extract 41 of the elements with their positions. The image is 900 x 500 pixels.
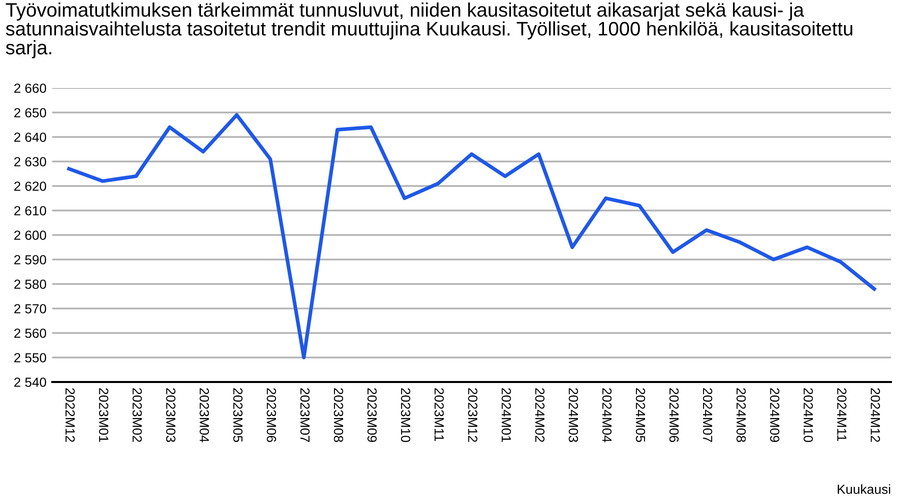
x-tick-label: 2023M06 [266, 388, 276, 442]
x-tick-label: 2023M05 [233, 388, 243, 442]
y-tick-label: 2 630 [14, 157, 46, 166]
y-tick-label: 2 620 [14, 182, 46, 191]
x-tick-label: 2023M04 [200, 388, 209, 442]
x-tick-label: 2024M11 [837, 388, 846, 441]
x-tick-label: 2023M02 [132, 388, 142, 442]
line-series [67, 113, 876, 360]
y-tick-label: 2 560 [14, 328, 46, 338]
x-tick-label: 2024M09 [770, 388, 780, 442]
x-tick-label: 2023M07 [300, 388, 310, 442]
y-tick-label: 2 590 [14, 255, 46, 264]
x-tick-label: 2024M01 [502, 388, 511, 442]
x-tick-label: 2023M10 [400, 388, 410, 442]
x-tick-label: 2024M08 [736, 388, 746, 442]
y-tick-label: 2 550 [14, 353, 46, 362]
x-tick-label: 2024M02 [535, 388, 545, 442]
x-tick-label: 2023M12 [468, 388, 478, 442]
x-tick-label: 2023M03 [166, 388, 176, 442]
y-tick-label: 2 570 [14, 304, 46, 314]
y-tick-label: 2 610 [14, 206, 46, 216]
y-tick-label: 2 650 [14, 108, 46, 118]
x-tick-label: 2023M11 [434, 388, 444, 441]
y-tick-label: 2 540 [14, 378, 46, 387]
y-tick-label: 2 640 [14, 132, 46, 142]
x-tick-label: 2024M12 [870, 388, 880, 442]
x-tick-label: 2022M12 [65, 388, 75, 442]
x-tick-label: 2024M07 [702, 388, 712, 442]
chart-title: Työvoimatutkimuksen tärkeimmät tunnusluvut, niiden kausitasoitetut aikasarjat sekä kausi- ja satunnaisvaihtelusta tasoitetut trendit muuttujina Kuukausi. Työlliset, 1000 henkilöä, kausitasoitettu sarja. [6, 2, 852, 58]
x-axis-title: Kuukausi [838, 484, 890, 494]
x-tick-label: 2024M06 [669, 388, 679, 442]
x-tick-label: 2024M10 [804, 388, 813, 442]
x-tick-label: 2023M01 [98, 388, 108, 442]
x-tick-label: 2024M05 [636, 388, 646, 442]
x-tick-label: 2024M03 [568, 388, 578, 442]
y-tick-label: 2 600 [14, 230, 46, 240]
x-tick-label: 2024M04 [602, 388, 612, 442]
x-tick-label: 2023M08 [334, 388, 344, 442]
y-tick-label: 2 580 [14, 280, 46, 289]
y-tick-label: 2 660 [14, 84, 46, 93]
x-tick-label: 2023M09 [367, 388, 377, 442]
